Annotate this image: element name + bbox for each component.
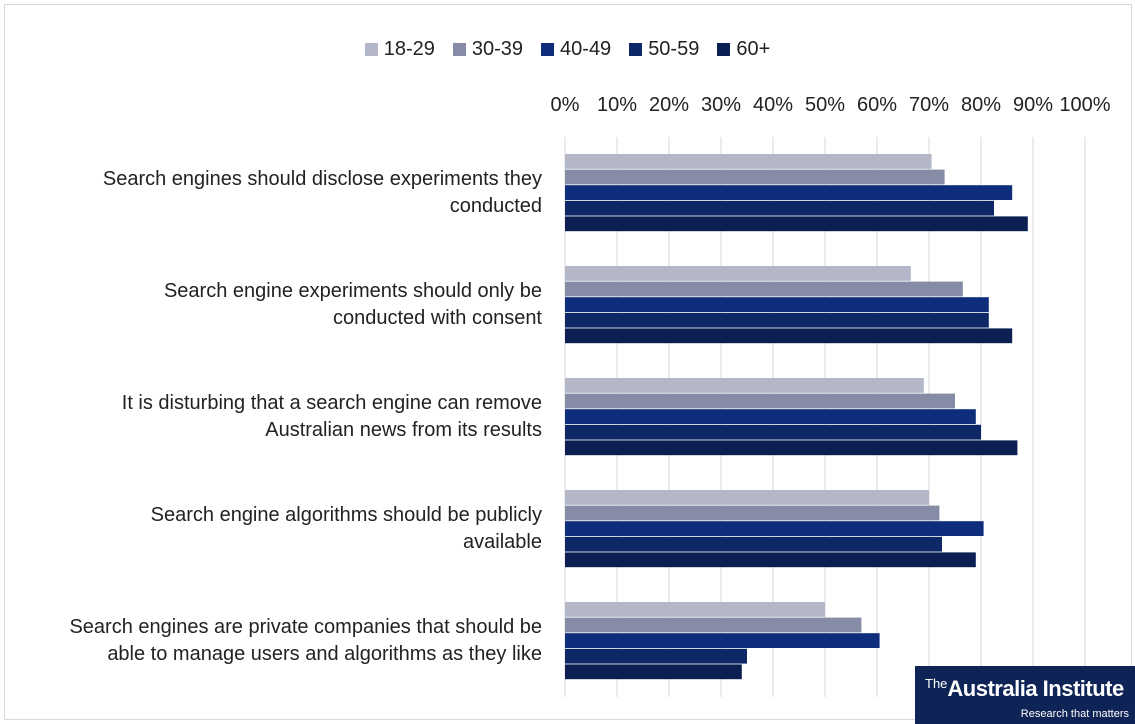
category-label-line: conducted bbox=[449, 195, 542, 217]
x-tick-label: 100% bbox=[1059, 94, 1110, 116]
legend-label: 30-39 bbox=[471, 37, 524, 60]
category-label: Search engine experiments should only be… bbox=[22, 278, 542, 332]
bar bbox=[565, 490, 929, 505]
bar bbox=[565, 648, 747, 664]
x-tick-label: 10% bbox=[597, 94, 637, 116]
legend-label: 18-29 bbox=[383, 37, 435, 60]
legend-swatch bbox=[541, 42, 555, 56]
brand-the: The bbox=[925, 676, 948, 691]
legend-item: 30-39 bbox=[452, 37, 524, 61]
x-tick-label: 50% bbox=[805, 94, 845, 116]
chart-frame bbox=[4, 4, 1132, 720]
legend-label: 60+ bbox=[736, 37, 771, 60]
category-label: Search engines should disclose experimen… bbox=[22, 166, 542, 220]
category-label-line: available bbox=[463, 531, 542, 553]
x-tick-label: 0% bbox=[551, 94, 580, 116]
category-label-line: Search engines should disclose experimen… bbox=[102, 168, 542, 190]
bar bbox=[565, 424, 981, 440]
bar bbox=[565, 536, 942, 552]
legend-swatch bbox=[364, 42, 378, 56]
brand-name: TheAustralia Institute bbox=[925, 676, 1124, 702]
x-tick-label: 30% bbox=[701, 94, 741, 116]
x-tick-label: 40% bbox=[753, 94, 793, 116]
legend-label: 50-59 bbox=[648, 37, 700, 60]
bar bbox=[565, 602, 825, 617]
x-tick-label: 90% bbox=[1013, 94, 1053, 116]
category-label-line: It is disturbing that a search engine ca… bbox=[121, 392, 542, 414]
legend-item: 60+ bbox=[717, 38, 770, 61]
category-label-line: Australian news from its results bbox=[265, 419, 542, 441]
brand-title: Australia Institute bbox=[947, 676, 1124, 701]
legend-label: 40-49 bbox=[560, 37, 612, 60]
bar bbox=[565, 200, 994, 216]
category-label: It is disturbing that a search engine ca… bbox=[22, 390, 542, 444]
bar bbox=[565, 440, 1018, 456]
bar bbox=[565, 393, 955, 409]
bar bbox=[565, 617, 862, 633]
bar bbox=[565, 378, 924, 393]
bar bbox=[565, 266, 911, 281]
bar bbox=[565, 505, 940, 521]
legend-item: 50-59 bbox=[629, 38, 699, 61]
legend-item: 40-49 bbox=[541, 38, 611, 61]
brand-logo: TheAustralia Institute Research that mat… bbox=[915, 666, 1135, 724]
bar bbox=[565, 185, 1013, 200]
category-label-line: able to manage users and algorithms as t… bbox=[107, 643, 542, 665]
bar bbox=[565, 216, 1028, 232]
bar bbox=[565, 169, 945, 185]
bar bbox=[565, 552, 976, 568]
bar bbox=[565, 633, 880, 648]
category-label-line: Search engines are private companies tha… bbox=[69, 616, 542, 638]
legend-item: 18-29 bbox=[364, 37, 435, 61]
legend-swatch bbox=[717, 42, 731, 56]
category-label-line: conducted with consent bbox=[332, 307, 542, 329]
category-label-line: Search engine algorithms should be publi… bbox=[150, 504, 542, 526]
x-tick-label: 60% bbox=[857, 94, 897, 116]
bar bbox=[565, 328, 1013, 344]
bar bbox=[565, 297, 989, 312]
bar bbox=[565, 664, 742, 680]
brand-tagline: Research that matters bbox=[1020, 708, 1129, 720]
legend-swatch bbox=[452, 42, 466, 56]
bar bbox=[565, 312, 989, 328]
bar bbox=[565, 154, 932, 169]
bar bbox=[565, 521, 984, 536]
category-label-line: Search engine experiments should only be bbox=[163, 280, 542, 302]
category-label: Search engine algorithms should be publi… bbox=[22, 502, 542, 556]
category-label: Search engines are private companies tha… bbox=[22, 614, 542, 668]
bar bbox=[565, 409, 976, 424]
bar bbox=[565, 281, 963, 297]
x-tick-label: 20% bbox=[649, 94, 689, 116]
legend: 18-29 30-39 40-49 50-59 60+ bbox=[0, 36, 1135, 62]
x-tick-label: 80% bbox=[961, 94, 1001, 116]
x-tick-label: 70% bbox=[909, 94, 949, 116]
legend-swatch bbox=[629, 42, 643, 56]
